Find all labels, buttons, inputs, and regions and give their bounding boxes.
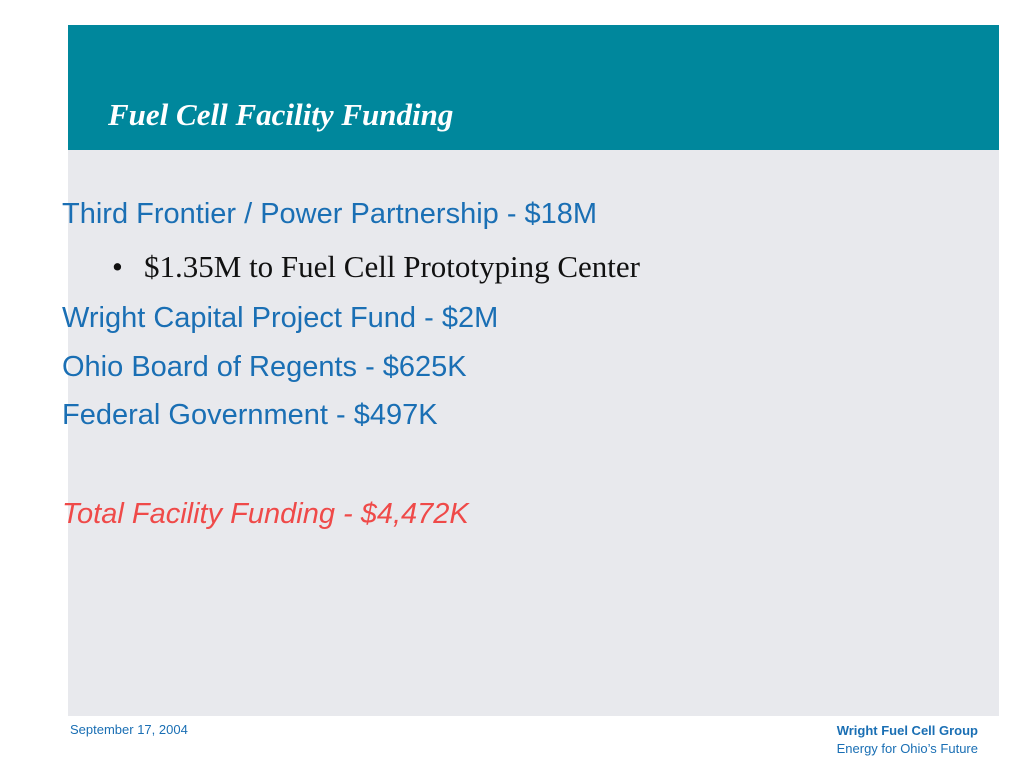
subitem-text: $1.35M to Fuel Cell Prototyping Center xyxy=(144,249,640,284)
header-band xyxy=(68,25,999,150)
total-funding: Total Facility Funding - $4,472K xyxy=(62,498,469,530)
funding-item-third-frontier: Third Frontier / Power Partnership - $18… xyxy=(62,198,598,230)
footer-date: September 17, 2004 xyxy=(70,722,188,737)
footer-org-name: Wright Fuel Cell Group xyxy=(836,723,978,738)
footer-tagline: Energy for Ohio’s Future xyxy=(836,741,978,756)
slide-title: Fuel Cell Facility Funding xyxy=(108,97,454,132)
footer-organization: Wright Fuel Cell Group Energy for Ohio’s… xyxy=(837,722,978,758)
funding-subitem-prototyping-center: • $1.35M to Fuel Cell Prototyping Center xyxy=(112,249,640,285)
funding-item-federal-government: Federal Government - $497K xyxy=(62,399,438,431)
bullet-marker: • xyxy=(112,249,123,284)
funding-item-board-of-regents: Ohio Board of Regents - $625K xyxy=(62,351,467,383)
funding-item-wright-capital: Wright Capital Project Fund - $2M xyxy=(62,302,499,334)
